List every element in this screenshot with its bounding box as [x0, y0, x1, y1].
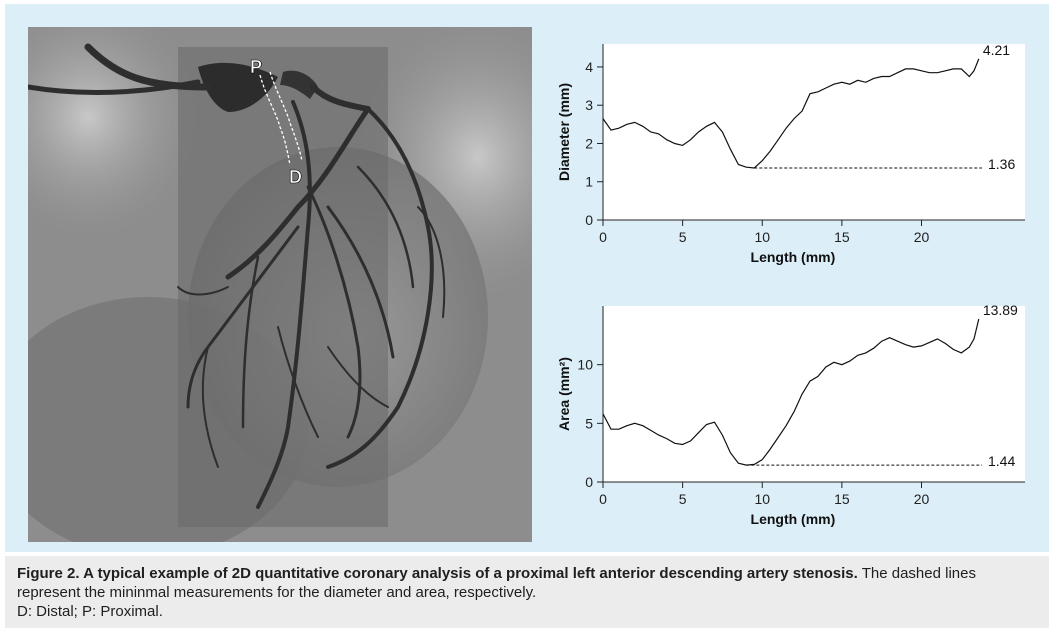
x-tick-label: 0 — [599, 229, 607, 245]
min-value-label: 1.44 — [988, 453, 1015, 469]
plot-area — [603, 44, 1025, 220]
area-chart: 0 5 10 15 20 0 5 10 Length (mm) Area (mm²) 13.89 1.… — [556, 302, 1025, 527]
caption-abbreviations: D: Distal; P: Proximal. — [17, 603, 163, 620]
y-tick-label: 0 — [585, 474, 593, 490]
x-tick-label: 15 — [834, 491, 850, 507]
x-tick-label: 0 — [599, 491, 607, 507]
max-value-label: 13.89 — [983, 302, 1018, 318]
x-tick-label: 20 — [914, 491, 930, 507]
x-tick-label: 10 — [754, 491, 770, 507]
caption-text: The dashed lines represent the mininmal … — [17, 565, 976, 601]
y-axis-label: Diameter (mm) — [556, 83, 572, 181]
min-value-label: 1.36 — [988, 156, 1015, 172]
max-value-label: 4.21 — [983, 42, 1010, 58]
y-tick-label: 2 — [585, 135, 593, 151]
y-tick-label: 10 — [577, 357, 593, 373]
series-line-0 — [602, 318, 980, 466]
x-axis-label: Length (mm) — [751, 511, 836, 527]
y-tick-label: 0 — [585, 212, 593, 228]
diameter-chart: 0 5 10 15 20 0 1 2 3 4 Length (mm) Diameter (mm) 4.2… — [556, 42, 1025, 265]
x-tick-label: 10 — [754, 229, 770, 245]
label-distal: D — [289, 167, 302, 187]
x-axis-label: Length (mm) — [751, 249, 836, 265]
plot-area — [603, 306, 1025, 482]
x-tick-label: 15 — [834, 229, 850, 245]
y-tick-label: 3 — [585, 97, 593, 113]
x-tick-label: 5 — [679, 491, 687, 507]
series-line-0 — [602, 58, 980, 169]
x-tick-label: 5 — [679, 229, 687, 245]
caption-title: Figure 2. A typical example of 2D quanti… — [17, 565, 858, 582]
x-tick-label: 20 — [914, 229, 930, 245]
y-tick-label: 1 — [585, 174, 593, 190]
y-tick-label: 5 — [585, 415, 593, 431]
angiogram-image: P D — [28, 27, 532, 542]
label-proximal: P — [250, 57, 262, 77]
figure-caption: Figure 2. A typical example of 2D quanti… — [5, 556, 1049, 628]
y-tick-label: 4 — [585, 59, 593, 75]
y-axis-label: Area (mm²) — [556, 357, 572, 431]
